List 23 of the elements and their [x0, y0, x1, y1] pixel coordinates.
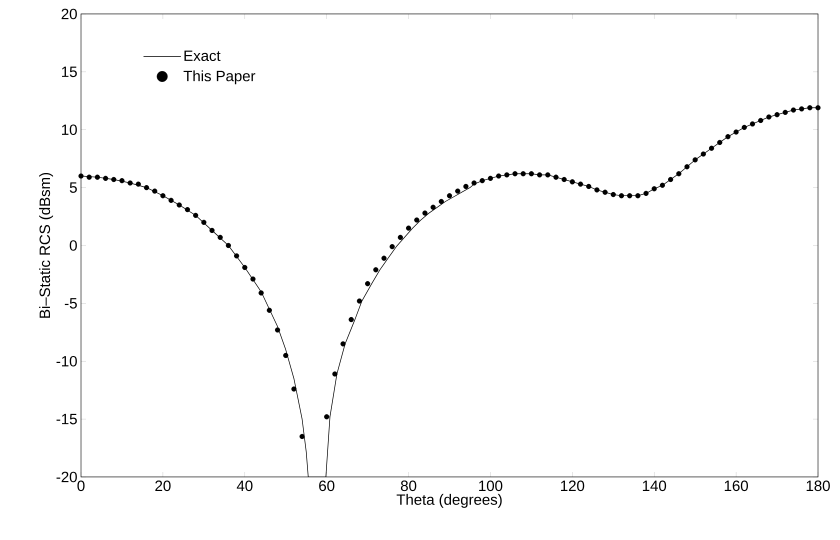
y-tick-label: -15 — [56, 414, 77, 424]
x-tick-label: 40 — [236, 480, 253, 492]
y-axis-title: Bi–Static RCS (dBsm) — [39, 172, 54, 318]
x-tick-label: 20 — [155, 480, 171, 492]
y-tick-label: 15 — [62, 66, 77, 78]
x-tick-label: 180 — [806, 480, 830, 492]
x-tick-label: 120 — [561, 480, 584, 492]
y-tick-label: 5 — [70, 182, 77, 193]
y-tick-label: -5 — [64, 298, 77, 309]
x-axis-title: Theta (degrees) — [396, 494, 502, 508]
x-tick-label: 0 — [77, 480, 85, 492]
legend-label: This Paper — [184, 70, 256, 84]
y-tick-label: -10 — [56, 356, 77, 367]
x-tick-label: 80 — [400, 480, 416, 492]
x-tick-label: 100 — [479, 480, 502, 492]
y-tick-label: -20 — [56, 472, 77, 482]
x-tick-label: 160 — [724, 480, 748, 492]
y-tick-label: 0 — [70, 240, 77, 251]
x-tick-label: 140 — [642, 480, 666, 492]
x-tick-label: 60 — [319, 480, 334, 492]
y-tick-label: 20 — [62, 8, 77, 20]
legend-label: Exact — [184, 50, 221, 62]
y-tick-label: 10 — [62, 124, 77, 136]
